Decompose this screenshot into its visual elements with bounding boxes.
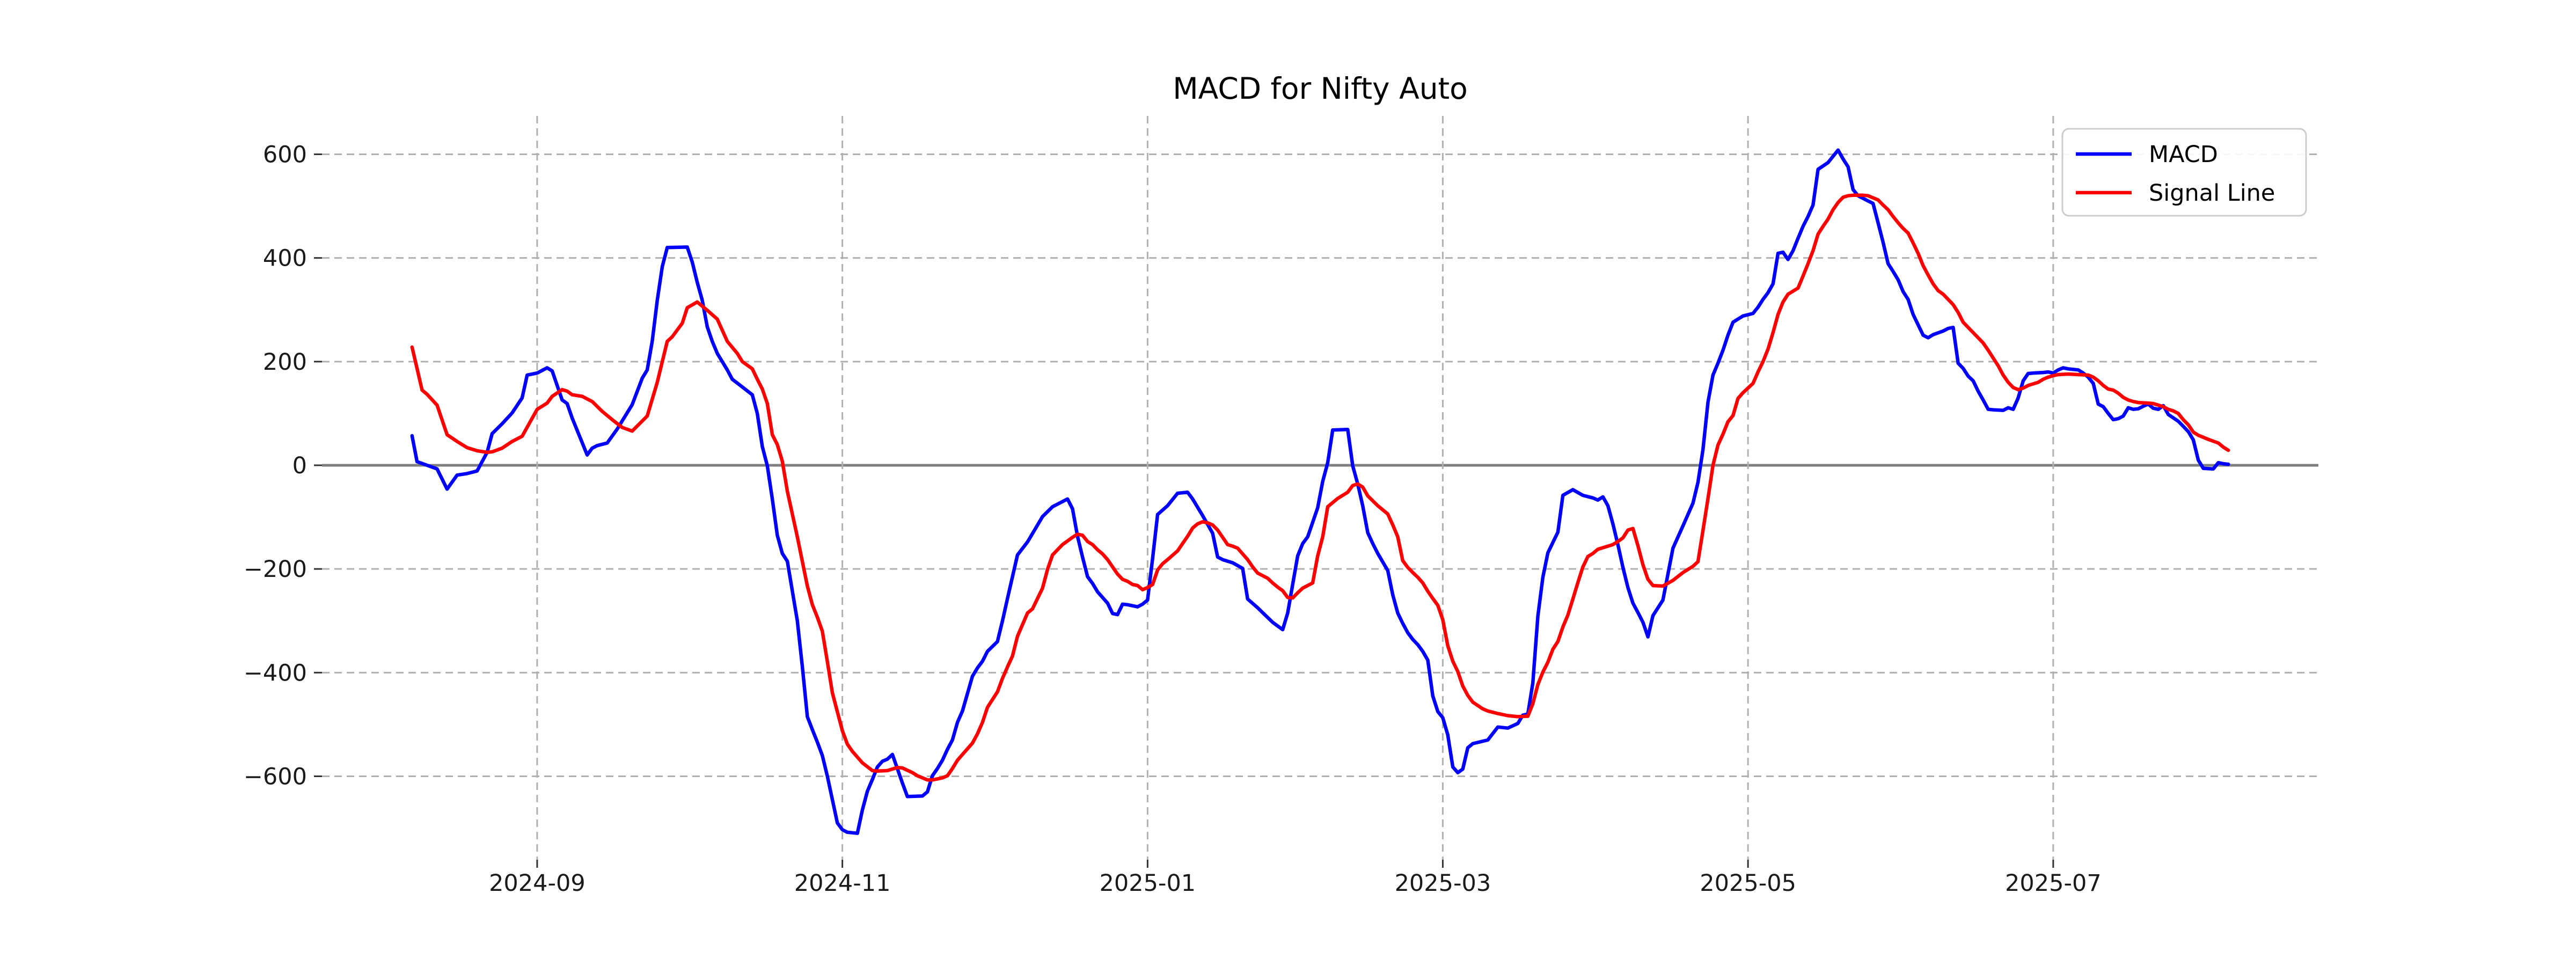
x-tick-label: 2024-11 [794, 870, 891, 897]
x-tick-label: 2025-01 [1100, 870, 1196, 897]
x-tick-label: 2025-03 [1395, 870, 1491, 897]
x-tick-label: 2024-09 [489, 870, 586, 897]
y-tick-label: 200 [263, 349, 307, 376]
y-tick-label: −200 [244, 556, 307, 583]
series-layer [410, 148, 2230, 835]
y-tick-label: 600 [263, 141, 307, 168]
legend-signal-label: Signal Line [2149, 180, 2275, 207]
macd-line [410, 148, 2230, 835]
y-tick-label: 400 [263, 245, 307, 272]
tick-layer: 600 400 200 0 −200 −400 −600 2024-09 2024-11 2025… [244, 141, 2102, 897]
legend-macd-label: MACD [2149, 141, 2218, 168]
signal-line [410, 193, 2230, 782]
y-tick-label: −400 [244, 660, 307, 686]
x-tick-label: 2025-05 [1700, 870, 1796, 897]
legend: MACD Signal Line [2061, 128, 2307, 217]
x-tick-label: 2025-07 [2005, 870, 2102, 897]
y-tick-label: −600 [244, 763, 307, 790]
y-tick-label: 0 [292, 452, 307, 479]
grid-layer [322, 116, 2318, 860]
chart-title: MACD for Nifty Auto [1173, 71, 1468, 106]
